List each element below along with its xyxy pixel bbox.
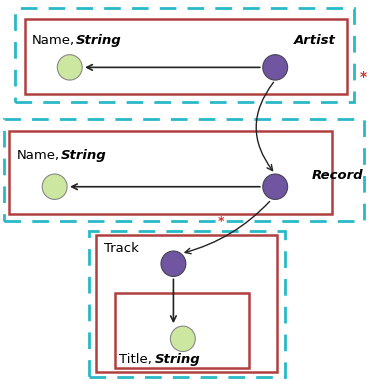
Bar — [4, 119, 364, 221]
Text: String: String — [60, 149, 106, 162]
Bar — [9, 131, 332, 214]
Bar — [96, 235, 277, 372]
Text: *: * — [360, 70, 367, 84]
Circle shape — [57, 55, 82, 80]
Bar — [115, 293, 249, 368]
Circle shape — [263, 55, 288, 80]
Circle shape — [161, 251, 186, 276]
Text: Track: Track — [104, 242, 139, 255]
Bar — [89, 231, 285, 377]
Text: Title,: Title, — [119, 353, 152, 367]
Bar — [15, 8, 354, 102]
Circle shape — [263, 174, 288, 199]
Text: String: String — [75, 34, 121, 47]
Text: Name,: Name, — [17, 149, 60, 162]
Text: String: String — [155, 353, 200, 367]
Circle shape — [42, 174, 67, 199]
Text: Record: Record — [312, 169, 363, 182]
Circle shape — [170, 326, 195, 352]
Text: Artist: Artist — [294, 34, 336, 47]
Bar — [25, 19, 347, 94]
Text: *: * — [217, 215, 224, 228]
Text: Name,: Name, — [32, 34, 75, 47]
